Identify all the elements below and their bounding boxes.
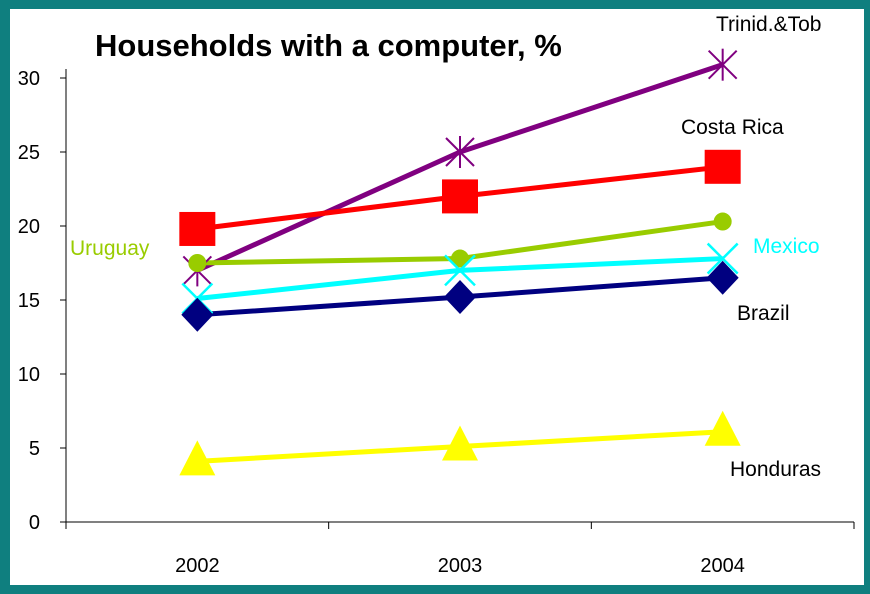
square-icon: [442, 179, 478, 214]
diamond-icon: [444, 280, 476, 315]
x-icon: [706, 242, 739, 275]
circle-icon: [451, 249, 469, 268]
axes: 0 5 10 15 20 25 30 2002 2003 2004: [18, 68, 855, 577]
x-tick-label: 2004: [700, 555, 745, 577]
y-tick-label: 5: [29, 438, 40, 460]
x-icon: [444, 254, 476, 287]
square-icon: [704, 149, 741, 184]
x-tick-label: 2002: [175, 555, 220, 577]
y-tick-label: 30: [18, 68, 40, 90]
series-label: Brazil: [737, 302, 790, 325]
triangle-icon: [179, 440, 216, 476]
triangle-icon: [704, 410, 741, 446]
triangle-icon: [442, 425, 478, 461]
series-label: Honduras: [730, 458, 821, 481]
asterisk-icon: [445, 136, 475, 168]
chart-title: Households with a computer, %: [95, 28, 562, 63]
x-icon-stroke: [444, 254, 476, 287]
series-markers: [179, 48, 741, 476]
y-tick-label: 15: [18, 290, 40, 312]
series-label: Mexico: [753, 235, 820, 258]
y-tick-label: 10: [18, 364, 40, 386]
diamond-icon: [181, 297, 214, 332]
chart-frame: Households with a computer, % 0 5 10 15 20 25…: [10, 9, 864, 585]
circle-icon: [713, 212, 732, 231]
series-label: Uruguay: [70, 237, 150, 260]
series-label: Trinid.&Tob: [716, 13, 821, 36]
y-tick-label: 25: [18, 142, 40, 164]
series-labels: Trinid.&Tob Costa Rica Uruguay Mexico Brazil…: [70, 13, 821, 481]
diamond-icon: [706, 260, 739, 295]
y-tick-label: 20: [18, 216, 40, 238]
series-label: Costa Rica: [681, 116, 784, 139]
x-icon-stroke: [706, 242, 739, 275]
asterisk-icon: [707, 48, 738, 81]
circle-icon: [188, 254, 207, 272]
line-chart: Households with a computer, % 0 5 10 15 20 25…: [18, 13, 855, 577]
square-icon: [179, 211, 216, 246]
x-tick-label: 2003: [438, 555, 483, 577]
y-tick-label: 0: [29, 512, 40, 534]
